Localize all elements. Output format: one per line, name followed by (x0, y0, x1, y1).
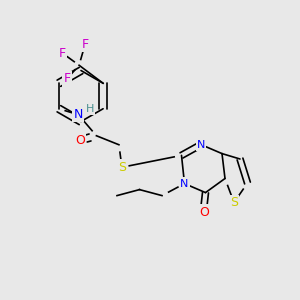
Text: S: S (118, 161, 126, 174)
Text: N: N (197, 140, 205, 150)
Text: O: O (75, 134, 85, 147)
Text: H: H (85, 104, 94, 114)
Text: F: F (64, 72, 70, 85)
Text: F: F (59, 47, 66, 60)
Text: N: N (180, 178, 189, 189)
Text: F: F (82, 38, 88, 51)
Text: O: O (199, 206, 209, 219)
Text: N: N (74, 108, 83, 121)
Text: S: S (230, 196, 238, 209)
